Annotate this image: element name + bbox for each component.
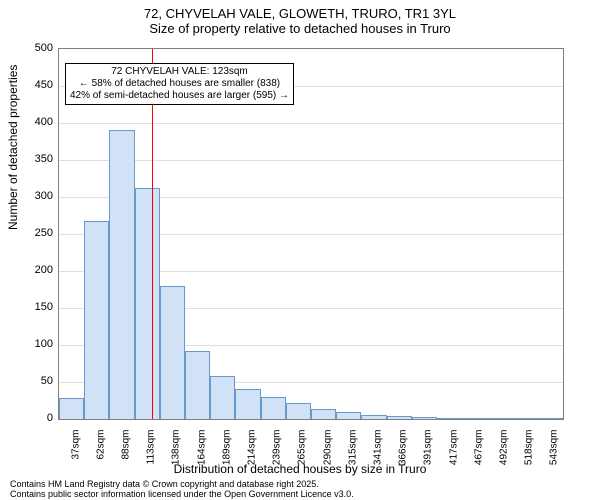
plot-area: 72 CHYVELAH VALE: 123sqm ← 58% of detach… <box>58 48 564 420</box>
x-tick-label: 37sqm <box>70 430 81 480</box>
y-tick-label: 200 <box>3 264 53 276</box>
x-tick-label: 62sqm <box>95 430 106 480</box>
footer: Contains HM Land Registry data © Crown c… <box>10 480 354 500</box>
annotation-box: 72 CHYVELAH VALE: 123sqm ← 58% of detach… <box>65 63 294 105</box>
y-tick-label: 0 <box>3 412 53 424</box>
bar <box>235 389 260 419</box>
title-main: 72, CHYVELAH VALE, GLOWETH, TRURO, TR1 3… <box>0 6 600 21</box>
x-tick-label: 113sqm <box>146 430 157 480</box>
bar <box>84 221 109 419</box>
gridline <box>59 123 563 124</box>
annotation-line-1: 72 CHYVELAH VALE: 123sqm <box>70 66 289 78</box>
gridline <box>59 160 563 161</box>
y-tick-label: 500 <box>3 42 53 54</box>
bar <box>412 417 437 419</box>
x-tick-label: 265sqm <box>297 430 308 480</box>
bar <box>59 398 84 419</box>
title-block: 72, CHYVELAH VALE, GLOWETH, TRURO, TR1 3… <box>0 0 600 36</box>
x-tick-label: 138sqm <box>171 430 182 480</box>
footer-line-2: Contains public sector information licen… <box>10 490 354 500</box>
annotation-line-2: ← 58% of detached houses are smaller (83… <box>70 78 289 90</box>
chart-container: 72, CHYVELAH VALE, GLOWETH, TRURO, TR1 3… <box>0 0 600 500</box>
y-tick-label: 250 <box>3 227 53 239</box>
bar <box>311 409 336 419</box>
x-tick-label: 164sqm <box>196 430 207 480</box>
y-tick-label: 50 <box>3 375 53 387</box>
x-tick-label: 543sqm <box>549 430 560 480</box>
bar <box>160 286 185 419</box>
x-tick-label: 518sqm <box>524 430 535 480</box>
x-tick-label: 417sqm <box>448 430 459 480</box>
x-tick-label: 492sqm <box>499 430 510 480</box>
x-tick-label: 467sqm <box>473 430 484 480</box>
x-tick-label: 315sqm <box>347 430 358 480</box>
y-tick-label: 300 <box>3 190 53 202</box>
bar <box>261 397 286 419</box>
bar <box>109 130 134 419</box>
x-tick-label: 88sqm <box>121 430 132 480</box>
bar <box>513 418 538 419</box>
bar <box>437 418 462 419</box>
bar <box>462 418 487 419</box>
bar <box>185 351 210 419</box>
bar <box>361 415 386 419</box>
y-tick-label: 100 <box>3 338 53 350</box>
bar <box>336 412 361 419</box>
bar <box>387 416 412 419</box>
y-tick-label: 400 <box>3 116 53 128</box>
y-tick-label: 150 <box>3 301 53 313</box>
title-sub: Size of property relative to detached ho… <box>0 21 600 36</box>
x-tick-label: 366sqm <box>398 430 409 480</box>
bar <box>538 418 563 419</box>
x-tick-label: 341sqm <box>373 430 384 480</box>
bar <box>210 376 235 419</box>
y-tick-label: 450 <box>3 79 53 91</box>
x-tick-label: 189sqm <box>221 430 232 480</box>
y-tick-label: 350 <box>3 153 53 165</box>
x-tick-label: 214sqm <box>247 430 258 480</box>
bar <box>135 188 160 419</box>
x-tick-label: 391sqm <box>423 430 434 480</box>
annotation-line-3: 42% of semi-detached houses are larger (… <box>70 90 289 102</box>
bar <box>487 418 512 419</box>
bar <box>286 403 311 419</box>
x-tick-label: 239sqm <box>272 430 283 480</box>
x-tick-label: 290sqm <box>322 430 333 480</box>
